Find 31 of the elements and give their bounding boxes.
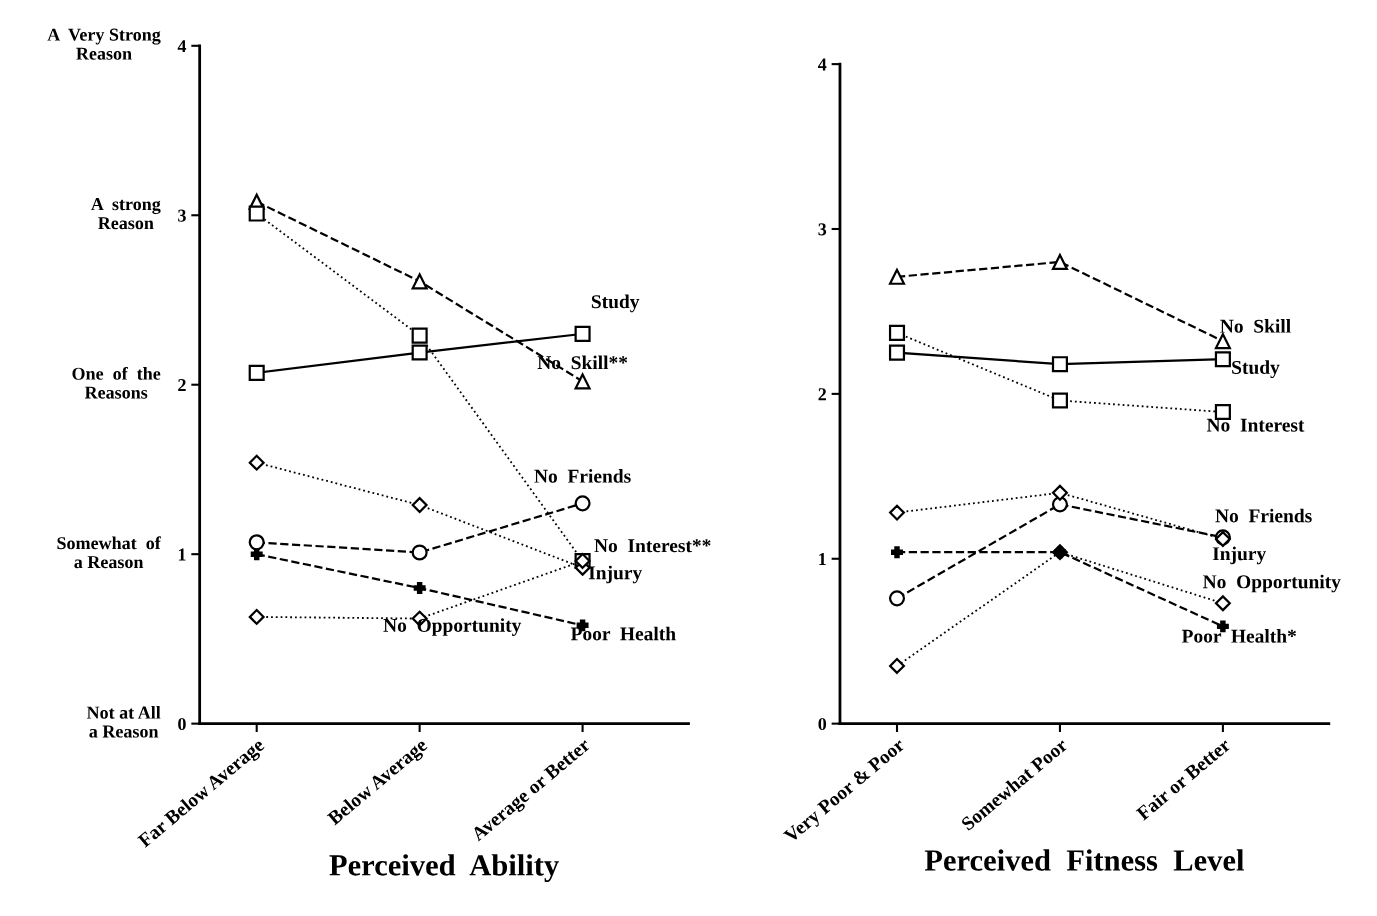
y-tick-label: 1 [178, 548, 186, 561]
x-axis-title: Perceived Fitness Level [924, 849, 1244, 871]
series-label: No Skill [1220, 319, 1291, 333]
y-tick-label: 2 [818, 388, 826, 401]
x-tick-label: Very Poor & Poor [782, 737, 909, 847]
y-tick-label: 2 [178, 379, 186, 391]
text: A strong Reason [91, 198, 161, 230]
y-tick-label: 0 [818, 717, 827, 731]
y-tick-label: 3 [178, 209, 186, 222]
series-label: No Friends [534, 469, 631, 483]
x-axis-title: Perceived Ability [329, 854, 559, 882]
series-label: No Opportunity [383, 618, 522, 636]
y-tick-label: 0 [178, 717, 186, 731]
y-tick-label: 4 [177, 40, 187, 53]
text: A Very Strong Reason [47, 28, 161, 60]
series-label: Injury [1212, 546, 1267, 565]
series-label: Study [1232, 360, 1280, 378]
text: Somewhat of a Reason [57, 536, 161, 569]
text: Not at All a Reason [86, 706, 161, 738]
series-label: No Interest [1206, 418, 1305, 432]
series-label: No Interest** [594, 539, 711, 553]
series-label: Study [591, 294, 640, 313]
y-tick-label: 1 [819, 553, 826, 566]
y-tick-label: 3 [818, 223, 827, 236]
text: One of the Reasons [72, 366, 161, 399]
series-label: Injury [588, 565, 642, 584]
series-label: Poor Health* [1181, 629, 1296, 643]
series-label: No Friends [1215, 508, 1312, 523]
series-label: Poor Health [570, 626, 676, 641]
series-label: No Opportunity [1203, 574, 1341, 593]
y-tick-label: 4 [818, 58, 827, 71]
